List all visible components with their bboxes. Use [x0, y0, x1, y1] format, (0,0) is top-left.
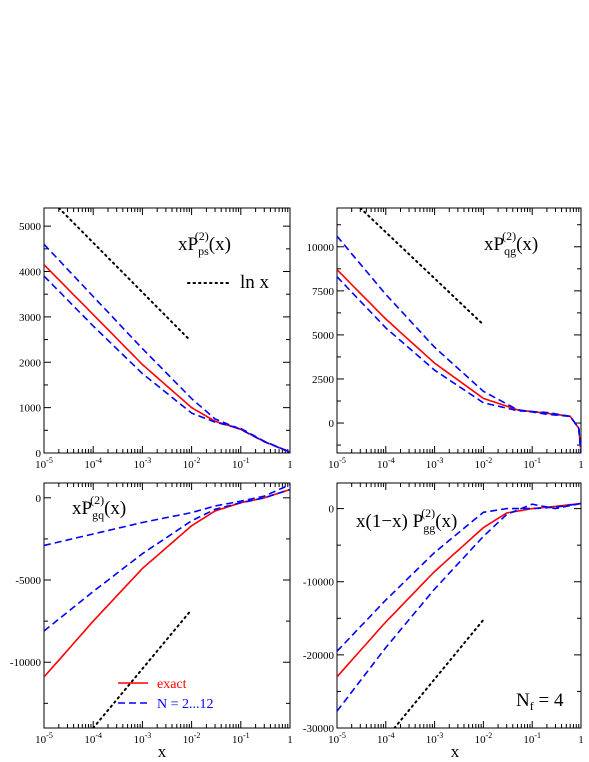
y-tick-label: 10000 [307, 242, 335, 254]
plot-frame [336, 207, 582, 454]
series-approx-line [337, 276, 581, 453]
x-tick-label: 10-4 [377, 456, 395, 471]
legend-label-exact: exact [157, 677, 187, 692]
series-approx-line [337, 502, 581, 712]
y-tick-label: 2500 [312, 374, 335, 386]
y-tick-label: -20000 [303, 650, 335, 662]
panel-title: xPqg(2)(x) [484, 229, 538, 258]
x-tick-label: 10-1 [232, 456, 250, 471]
y-tick-label: 3000 [19, 312, 42, 324]
series-approx-line [44, 243, 290, 453]
x-tick-label: 1 [578, 459, 584, 471]
panel-title: xPgq(2)(x) [72, 493, 126, 522]
x-tick-label: 10-3 [134, 731, 152, 746]
panel-xPgg: 10-5 10-4 10-3 10-2 10-1 1 -30000 -20000 -10000 0… [303, 482, 584, 746]
panel-title: xPps(2)(x) [178, 229, 231, 258]
x-tick-label: 10-3 [426, 731, 444, 746]
series-exact-line [337, 269, 581, 453]
plot-frame [43, 482, 291, 729]
panel-title: x(1−x) Pgg(2)(x) [356, 506, 457, 535]
panel-xPps: 10-5 10-4 10-3 10-2 10-1 1 0 1000 2000 3000 4000 50… [19, 207, 293, 471]
series-approx-line [44, 488, 290, 632]
y-tick-label: 1000 [19, 403, 42, 415]
y-tick-label: 0 [329, 418, 335, 430]
x-tick-label: 10-2 [183, 731, 201, 746]
legend: exact N = 2...12 [118, 677, 214, 712]
x-tick-label: 10-1 [523, 456, 541, 471]
y-tick-label: -10000 [303, 577, 335, 589]
plot-frame [336, 482, 582, 729]
series-approx-line [337, 502, 581, 652]
y-tick-label: -5000 [15, 575, 41, 587]
x-tick-label: 10-1 [232, 731, 250, 746]
y-tick-label: 0 [329, 504, 335, 516]
y-tick-label: 4000 [19, 267, 42, 279]
y-tick-label: -10000 [10, 657, 42, 669]
lnx-annotation: ln x [240, 272, 270, 293]
x-tick-label: 10-5 [35, 731, 53, 746]
series-lnx-line [57, 208, 191, 341]
y-tick-label: 2000 [19, 357, 42, 369]
series-lnx-line [359, 208, 483, 324]
y-tick-label: 0 [36, 493, 42, 505]
series-approx-line [44, 483, 290, 547]
plot-frame [43, 207, 291, 454]
series-approx-line [337, 235, 581, 453]
y-tick-label: 5000 [19, 221, 42, 233]
x-tick-label: 10-5 [328, 456, 346, 471]
series-lnx-line [393, 618, 485, 728]
x-tick-label: 10-3 [426, 456, 444, 471]
x-tick-label: 1 [287, 459, 293, 471]
x-tick-label: 10-2 [475, 731, 493, 746]
series-lnx-line [92, 608, 193, 728]
x-tick-label: 10-4 [84, 456, 102, 471]
y-tick-label: 0 [36, 448, 42, 460]
x-axis-label-right: x [451, 742, 460, 761]
x-tick-label: 10-2 [475, 456, 493, 471]
legend-label-approx: N = 2...12 [157, 697, 214, 712]
x-tick-label: 10-4 [84, 731, 102, 746]
x-tick-label: 1 [578, 734, 584, 746]
x-tick-label: 10-5 [328, 731, 346, 746]
panel-xPqg: 10-5 10-4 10-3 10-2 10-1 1 0 2500 5000 7500 10000 x… [307, 207, 584, 471]
y-tick-label: 5000 [312, 330, 335, 342]
x-tick-label: 10-3 [134, 456, 152, 471]
y-tick-label: -30000 [303, 723, 335, 735]
x-tick-label: 10-5 [35, 456, 53, 471]
panel-xPgq: 10-5 10-4 10-3 10-2 10-1 1 -10000 -5000 0 xPgq(2)… [10, 482, 293, 746]
series-approx-line [44, 275, 290, 453]
x-tick-label: 10-1 [523, 731, 541, 746]
x-tick-label: 10-2 [183, 456, 201, 471]
x-axis-label-left: x [158, 742, 167, 761]
y-tick-label: 7500 [312, 286, 335, 298]
x-tick-label: 10-4 [377, 731, 395, 746]
nf-label: Nf = 4 [516, 690, 564, 713]
x-tick-label: 1 [287, 734, 293, 746]
